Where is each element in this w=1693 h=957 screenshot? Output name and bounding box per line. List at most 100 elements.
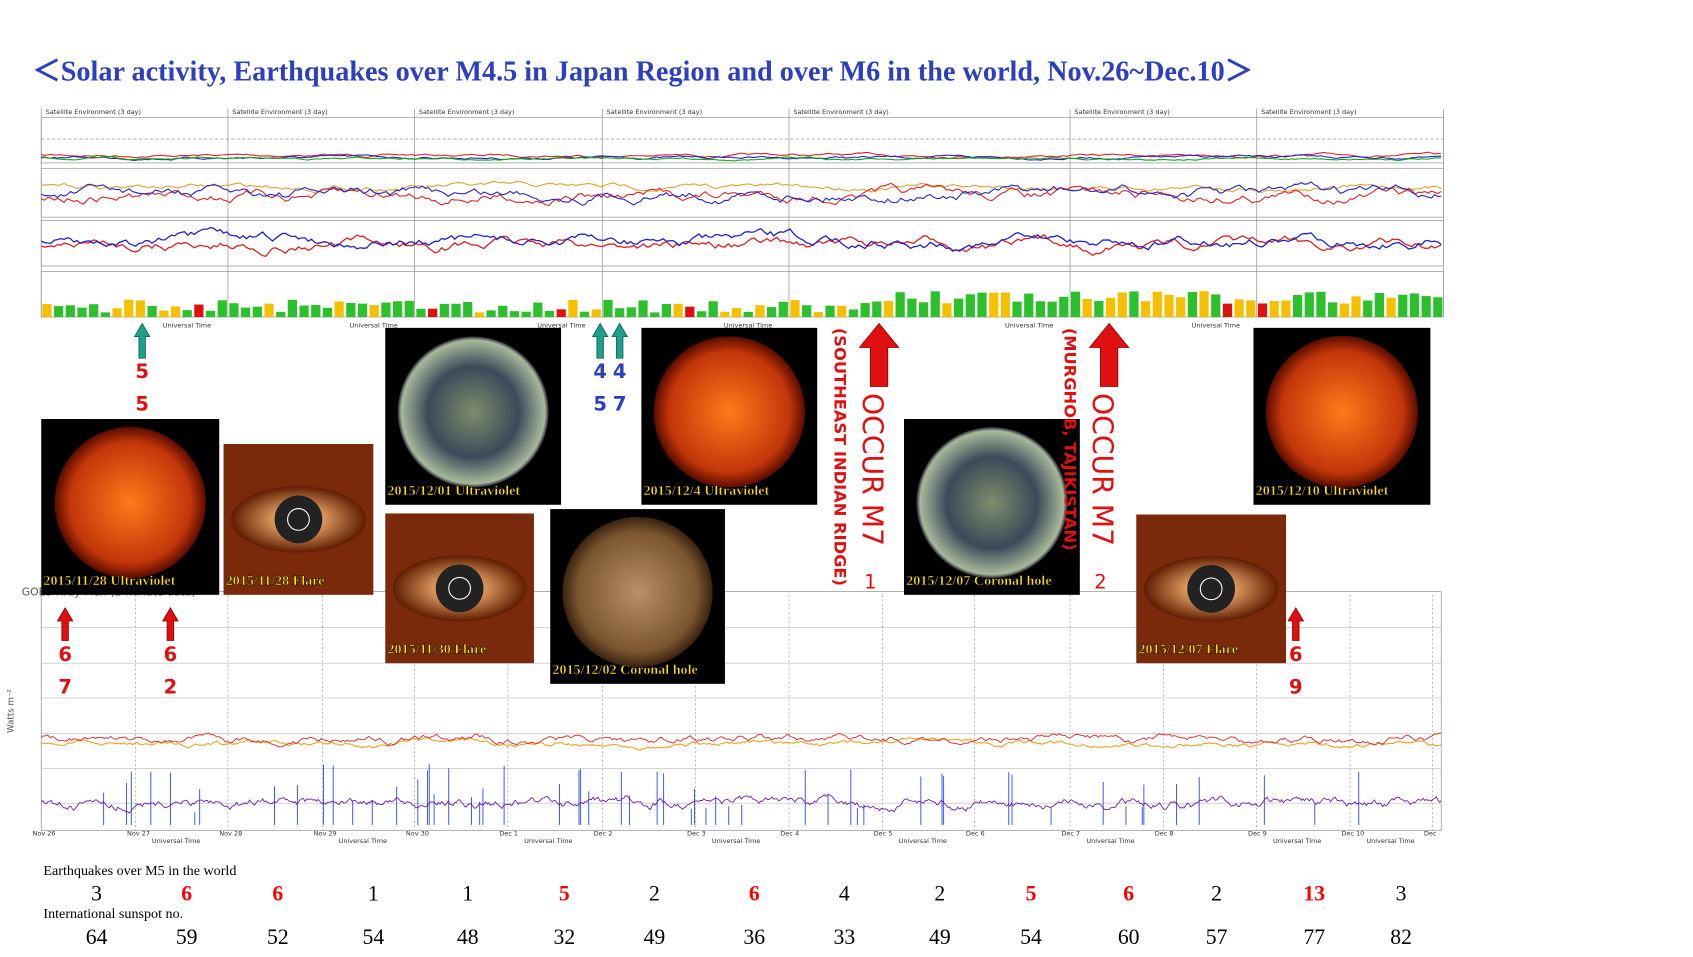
- date-label: Nov 27: [127, 830, 150, 838]
- kp-bar: [205, 310, 216, 318]
- kp-bar: [1199, 291, 1209, 318]
- quake-label: 2: [164, 676, 178, 699]
- sunspot-number: 49: [644, 925, 666, 949]
- kp-bar: [1211, 294, 1221, 318]
- kp-bar: [229, 303, 239, 318]
- image-caption: 2015/12/07 Coronal hole: [906, 573, 1051, 589]
- kp-bar: [907, 298, 917, 318]
- occulter: [274, 495, 323, 544]
- sunspot-number: 48: [457, 925, 479, 949]
- kp-bar: [989, 292, 999, 318]
- earthquake-count: 2: [1211, 881, 1222, 905]
- image-panel: 2015/12/02 Coronal hole: [550, 509, 725, 684]
- panel-header: Satellite Environment (3 day): [607, 108, 703, 116]
- image-panel: 2015/11/30 Flare: [385, 513, 534, 664]
- kp-bar: [334, 301, 344, 318]
- kp-bar: [1351, 296, 1361, 318]
- earthquake-count: 2: [934, 881, 945, 905]
- date-label: Dec 4: [780, 830, 799, 838]
- quake-label: 5: [593, 392, 607, 415]
- kp-bar: [439, 303, 449, 318]
- kp-bar: [241, 307, 251, 318]
- kp-bar: [790, 300, 800, 318]
- kp-bar: [1269, 301, 1279, 318]
- major-quake: OCCUR M7: [1085, 393, 1118, 546]
- kp-bar: [428, 308, 438, 318]
- kp-bar: [463, 301, 473, 318]
- axis-label: Universal Time: [339, 837, 387, 845]
- kp-bar: [1141, 301, 1151, 318]
- axis-label: Universal Time: [1366, 837, 1414, 845]
- axis-label: Universal Time: [152, 837, 200, 845]
- kp-bar: [1187, 291, 1197, 318]
- kp-bar: [346, 302, 356, 318]
- earthquake-count: 5: [1026, 881, 1037, 905]
- kp-bar: [1374, 292, 1385, 318]
- sun-disk: [562, 516, 713, 668]
- quake-label: 4: [593, 360, 607, 383]
- quake-label: 5: [135, 392, 149, 415]
- plot-trace: [41, 151, 1442, 160]
- panel-header: Satellite Environment (3 day): [46, 108, 142, 116]
- date-label: Nov 30: [406, 830, 429, 838]
- kp-bar: [743, 311, 753, 318]
- quake-label: 6: [58, 643, 72, 666]
- kp-bar: [1059, 296, 1069, 318]
- kp-bar: [591, 309, 601, 318]
- image-caption: 2015/11/28 Flare: [226, 573, 325, 589]
- sun-disk: [54, 426, 206, 579]
- kp-bar: [556, 309, 566, 318]
- sunspot-number: 54: [1020, 925, 1042, 949]
- kp-bar: [474, 312, 485, 318]
- plot-trace: [40, 182, 1442, 207]
- kp-bar: [965, 294, 975, 318]
- quake-label: 5: [135, 360, 149, 383]
- kp-bar: [1047, 301, 1057, 318]
- plot-trace: [41, 180, 1442, 194]
- earthquake-count: 3: [1396, 881, 1407, 905]
- quake-label: 7: [613, 392, 627, 415]
- occulter: [1187, 564, 1236, 613]
- kp-bar: [1433, 297, 1443, 318]
- date-label: Dec 3: [687, 830, 706, 838]
- kp-bar: [1328, 302, 1338, 318]
- earthquake-count: 5: [559, 881, 570, 905]
- kp-bar: [1304, 292, 1314, 318]
- plot-trace: [40, 226, 1442, 252]
- kp-bar: [1409, 293, 1420, 318]
- image-caption: 2015/12/4 Ultraviolet: [644, 483, 770, 499]
- kp-bar: [1281, 300, 1291, 318]
- kp-bar: [977, 292, 987, 318]
- kp-bar: [685, 306, 695, 318]
- sunspot-number: 59: [176, 925, 198, 949]
- quake-location: (MURGHOB, TAJIKISTAN): [1060, 328, 1079, 551]
- image-panel: 2015/12/07 Coronal hole: [904, 419, 1080, 595]
- date-label: Dec 5: [874, 830, 893, 838]
- sunspot-number: 52: [267, 925, 289, 949]
- kp-bar: [124, 299, 134, 318]
- kp-bar: [404, 300, 414, 318]
- kp-bar: [720, 311, 730, 318]
- quake-label: 9: [1289, 676, 1303, 699]
- kp-bar: [287, 299, 298, 318]
- quake-label: 6: [1289, 643, 1303, 666]
- kp-bar: [112, 308, 122, 318]
- earthquake-count: 1: [462, 881, 473, 905]
- image-caption: 2015/12/07 Flare: [1138, 641, 1238, 657]
- kp-bar: [194, 304, 204, 318]
- image-caption: 2015/12/02 Coronal hole: [552, 662, 697, 678]
- plot-trace: [40, 794, 1442, 814]
- date-label: Nov 26: [33, 830, 56, 838]
- kp-bar: [252, 306, 262, 318]
- sunspot-number: 82: [1390, 925, 1412, 949]
- kp-bar: [1316, 291, 1326, 318]
- kp-bar: [1105, 297, 1116, 318]
- axis-label: Universal Time: [1005, 322, 1053, 330]
- kp-bar: [135, 300, 146, 318]
- kp-bar: [486, 310, 496, 318]
- kp-bar: [930, 291, 940, 318]
- plot-trace: [40, 732, 1442, 748]
- row-label: International sunspot no.: [43, 906, 183, 922]
- arrow: [56, 606, 74, 641]
- arrow: [133, 322, 151, 359]
